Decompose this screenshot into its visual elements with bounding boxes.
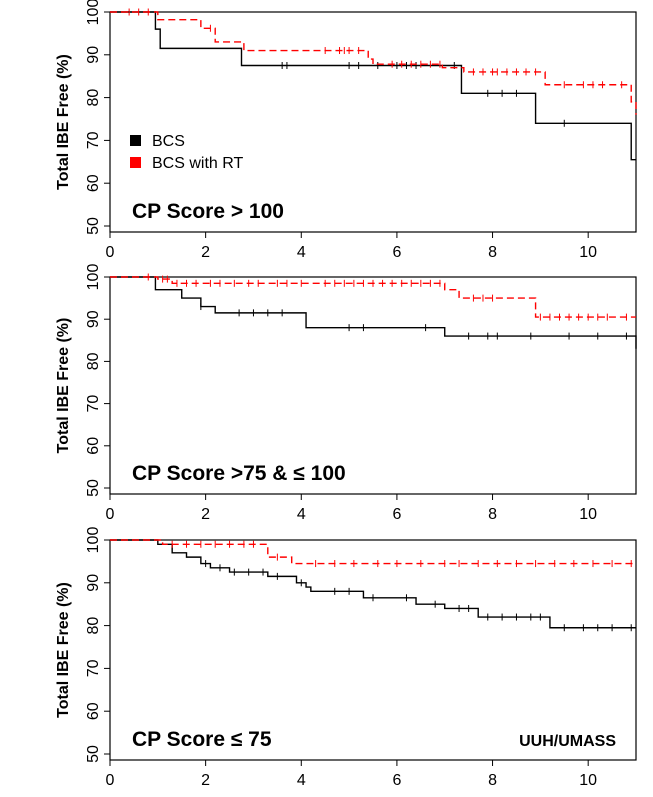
chart-panel-2: 0 2 4 6 8 10 50 60 70 80 90 100 Total IBE Free (%) CP… [55,264,637,523]
x-tick-label: 8 [488,506,497,523]
y-tick-label: 70 [85,395,102,413]
x-tick-label: 2 [201,244,210,261]
y-tick-label: 80 [85,617,102,635]
legend-swatch [130,135,141,146]
x-tick-label: 0 [106,772,115,789]
chart-panel-3: 0 2 4 6 8 10 50 60 70 80 90 100 Total IBE Free (%) CP… [55,527,637,789]
y-tick-label: 90 [85,574,102,592]
plot-frame [109,276,637,495]
legend-swatch [130,157,141,168]
plot-frame [109,11,637,233]
y-tick-label: 100 [85,527,102,554]
x-tick-label: 2 [201,772,210,789]
chart-panel-1: 0 2 4 6 8 10 50 60 70 80 90 100 Total IBE Free (%) CP… [55,0,637,261]
x-tick-label: 4 [297,506,306,523]
x-tick-label: 10 [579,244,597,261]
y-tick-label: 50 [85,217,102,235]
y-tick-label: 60 [85,702,102,720]
legend-label: BCS with RT [152,155,244,172]
source-label: UUH/UMASS [519,733,616,750]
y-tick-label: 100 [85,0,102,25]
x-tick-label: 8 [488,244,497,261]
series-line-bcs [110,11,636,161]
panel-title: CP Score > 100 [132,200,284,223]
y-tick-label: 50 [85,745,102,763]
x-tick-label: 6 [392,772,401,789]
x-tick-label: 4 [297,244,306,261]
x-tick-label: 6 [392,244,401,261]
y-tick-label: 90 [85,46,102,64]
y-tick-label: 50 [85,479,102,497]
x-tick-label: 10 [579,506,597,523]
plot-frame [109,539,637,761]
legend-label: BCS [152,133,185,150]
y-tick-label: 80 [85,89,102,107]
y-axis-label: Total IBE Free (%) [55,54,72,190]
panel-title: CP Score >75 & ≤ 100 [132,462,346,485]
y-axis-label: Total IBE Free (%) [55,582,72,718]
series-line-bcs-with-rt [110,11,637,115]
y-tick-label: 100 [85,264,102,291]
y-tick-label: 80 [85,352,102,370]
panel-title: CP Score ≤ 75 [132,728,272,751]
series-line-bcs-with-rt [110,539,636,565]
y-tick-label: 60 [85,437,102,455]
x-tick-label: 4 [297,772,306,789]
legend: BCS BCS with RT [130,133,244,172]
y-axis-label: Total IBE Free (%) [55,318,72,454]
x-tick-label: 0 [106,506,115,523]
x-tick-label: 8 [488,772,497,789]
y-tick-label: 60 [85,174,102,192]
x-tick-label: 10 [579,772,597,789]
y-tick-label: 70 [85,659,102,677]
series-line-bcs [110,539,636,629]
y-tick-label: 70 [85,131,102,149]
x-tick-label: 0 [106,244,115,261]
y-tick-label: 90 [85,310,102,328]
x-tick-label: 6 [392,506,401,523]
x-tick-label: 2 [201,506,210,523]
series-line-bcs-with-rt [110,276,636,318]
series-line-bcs [110,276,637,349]
